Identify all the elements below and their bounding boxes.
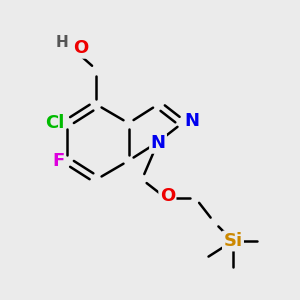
Text: O: O (160, 187, 175, 205)
Text: N: N (151, 134, 166, 152)
Text: O: O (73, 39, 88, 57)
Text: Cl: Cl (45, 114, 64, 132)
Text: Si: Si (224, 232, 242, 250)
Text: F: F (52, 152, 64, 170)
Text: H: H (56, 35, 69, 50)
Text: N: N (185, 112, 200, 130)
